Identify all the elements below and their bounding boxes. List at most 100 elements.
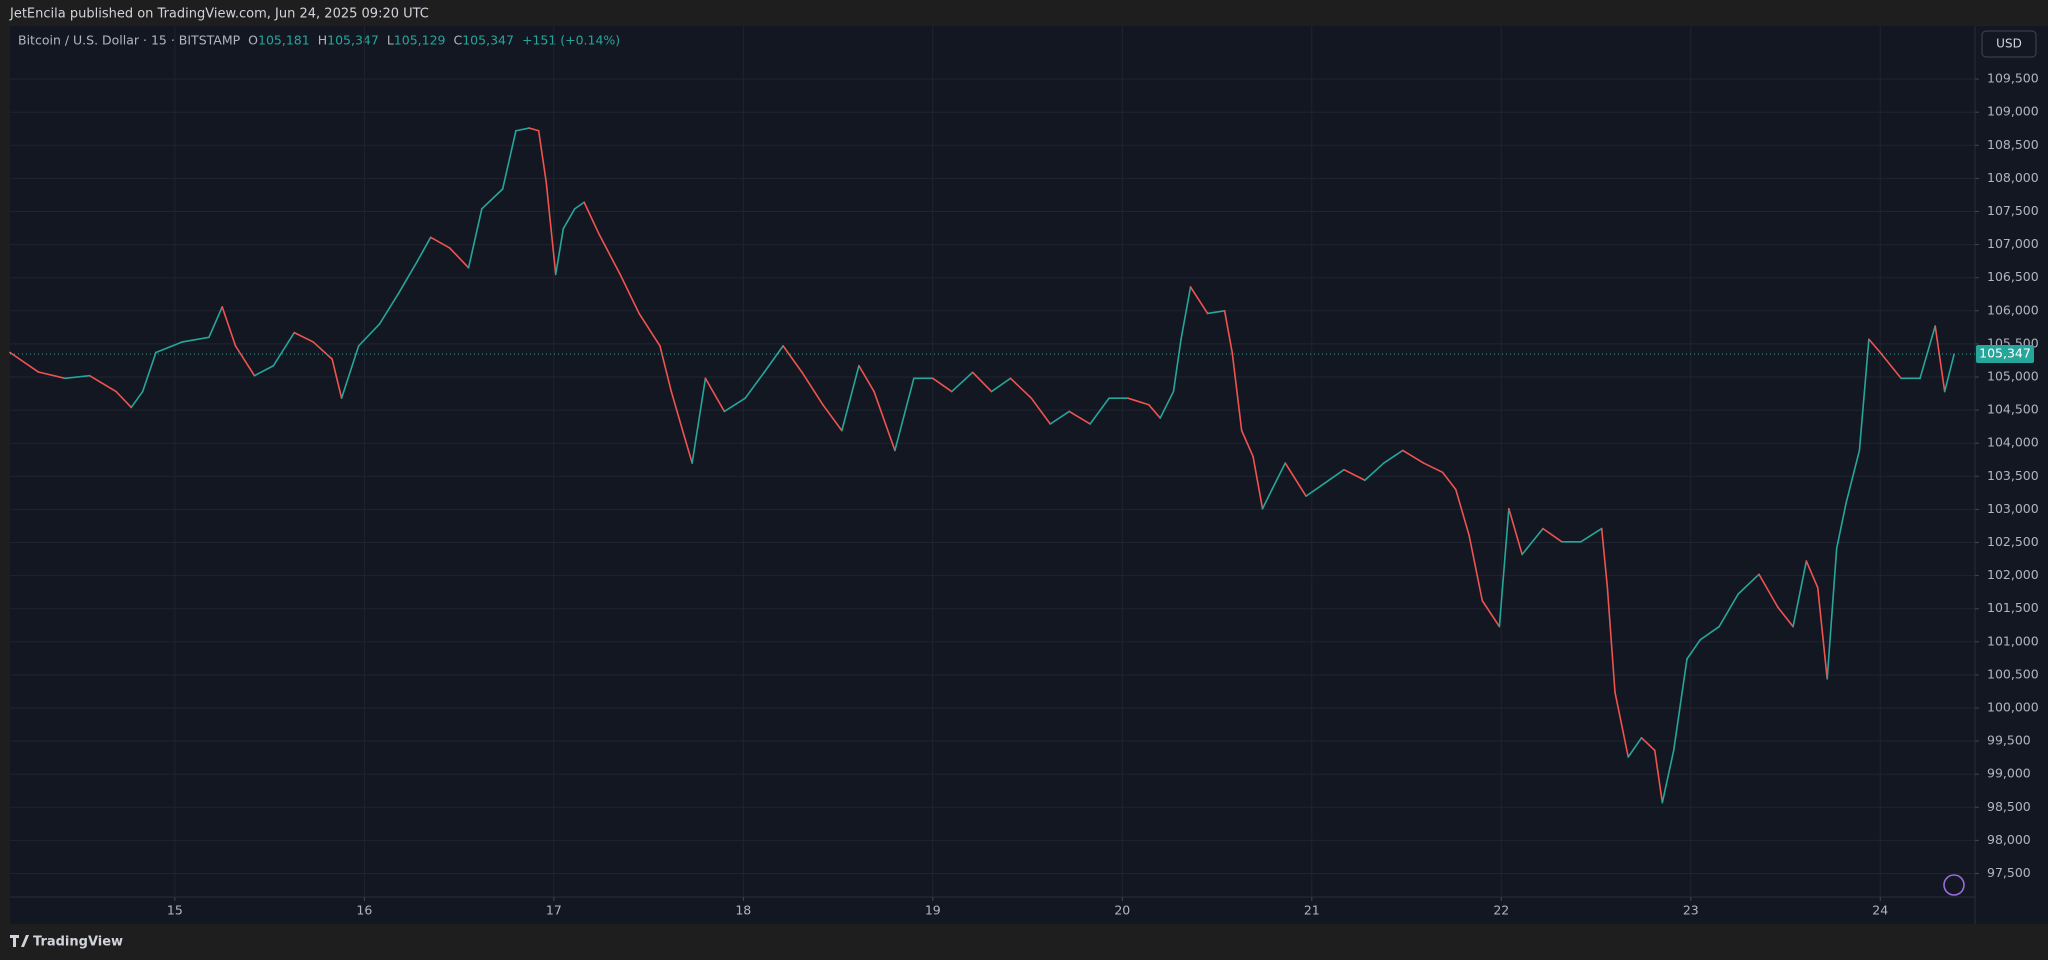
price-segment — [1718, 593, 1739, 628]
brand-icon — [10, 935, 29, 947]
price-segment — [1661, 749, 1675, 804]
ohlc-legend: O 105,181 H 105,347 L 105,129 C 105,347 +151 (+0… — [248, 33, 620, 48]
currency-button[interactable] — [1981, 30, 2037, 58]
price-segment — [64, 374, 91, 380]
ohlc-value: 105,347 — [327, 33, 379, 48]
price-segment — [744, 371, 765, 399]
price-segment — [1835, 501, 1847, 550]
price-segment — [1068, 410, 1091, 425]
currency-label: USD — [1996, 37, 2022, 51]
price-segment — [1401, 449, 1425, 464]
price-segment — [1231, 351, 1243, 432]
x-tick-label: 18 — [735, 903, 751, 918]
price-segment — [1816, 586, 1828, 680]
ohlc-key: H — [318, 33, 327, 48]
brand-logo: TradingView — [10, 935, 123, 950]
price-segment — [562, 208, 576, 230]
price-segment — [1805, 560, 1819, 589]
price-segment — [1508, 507, 1523, 556]
price-segment — [1189, 286, 1209, 315]
price-segment — [1879, 351, 1902, 380]
symbol-title: Bitcoin / U.S. Dollar · 15 · BITSTAMP — [18, 33, 241, 48]
x-tick-label: 16 — [356, 903, 372, 918]
y-tick-label: 102,000 — [1987, 567, 2039, 582]
price-segment — [1305, 482, 1326, 497]
price-segment — [1737, 573, 1760, 595]
x-tick-label: 21 — [1304, 903, 1320, 918]
ohlc-key: O — [248, 33, 258, 48]
price-segment — [873, 390, 896, 452]
price-segment — [1600, 527, 1609, 589]
y-tick-label: 105,000 — [1987, 368, 2039, 383]
price-segment — [1127, 397, 1150, 406]
price-segment — [1324, 468, 1345, 484]
price-segment — [723, 397, 747, 413]
price-segment — [1030, 397, 1052, 425]
y-tick-label: 102,500 — [1987, 534, 2039, 549]
price-segment — [1606, 586, 1616, 693]
price-segment — [537, 129, 548, 184]
ohlc-key: C — [454, 33, 463, 48]
y-tick-label: 109,000 — [1987, 104, 2039, 119]
price-segment — [1858, 338, 1870, 452]
price-segment — [1271, 462, 1287, 491]
price-segment — [1252, 455, 1264, 510]
last-price-box — [1976, 345, 2034, 364]
y-tick-label: 97,500 — [1987, 865, 2031, 880]
price-segment — [1481, 599, 1501, 628]
price-segment — [1284, 462, 1307, 497]
change-value: +151 (+0.14%) — [522, 33, 620, 48]
price-segment — [331, 358, 343, 399]
price-segment — [378, 292, 400, 325]
price-segment — [416, 236, 432, 262]
y-tick-label: 104,500 — [1987, 402, 2039, 417]
price-segment — [670, 390, 686, 439]
price-segment — [894, 377, 915, 452]
price-segment — [1672, 658, 1688, 752]
price-segment — [763, 345, 784, 374]
price-segment — [659, 345, 673, 393]
price-segment — [340, 345, 360, 399]
price-segment — [88, 374, 117, 393]
price-segment — [841, 364, 860, 432]
price-segment — [1206, 309, 1226, 315]
price-segment — [515, 127, 530, 132]
price-segment — [1049, 410, 1071, 425]
price-segment — [822, 403, 843, 432]
price-segment — [545, 181, 557, 276]
price-segment — [573, 201, 585, 210]
assistant-icon[interactable] — [1943, 874, 1965, 896]
x-tick-label: 24 — [1872, 903, 1888, 918]
x-tick-label: 15 — [167, 903, 183, 918]
price-segment — [858, 364, 875, 393]
x-tick-label: 22 — [1493, 903, 1509, 918]
published-note: JetEncila published on TradingView.com, … — [9, 7, 429, 22]
price-segment — [293, 331, 314, 343]
price-segment — [155, 341, 184, 354]
price-segment — [481, 188, 504, 210]
y-tick-label: 103,500 — [1987, 468, 2039, 483]
ohlc-key: L — [387, 33, 394, 48]
price-segment — [272, 331, 296, 367]
y-tick-label: 109,500 — [1987, 71, 2039, 86]
y-tick-label: 104,000 — [1987, 435, 2039, 450]
price-segment — [1934, 325, 1946, 393]
price-segment — [782, 345, 803, 374]
price-segment — [638, 312, 661, 347]
y-tick-label: 103,000 — [1987, 501, 2039, 516]
x-tick-label: 17 — [546, 903, 562, 918]
price-segment — [1777, 606, 1794, 628]
price-segment — [1382, 449, 1404, 464]
price-segment — [1826, 547, 1838, 680]
price-segment — [554, 227, 565, 276]
last-price-label: 105,347 — [1979, 346, 2031, 361]
price-segment — [448, 247, 470, 269]
y-tick-label: 100,000 — [1987, 699, 2039, 714]
ohlc-value: 105,181 — [258, 33, 310, 48]
x-tick-label: 20 — [1114, 903, 1130, 918]
price-segment — [1699, 625, 1720, 641]
price-segment — [1758, 573, 1779, 609]
price-segment — [1943, 353, 1955, 393]
price-segment — [1180, 286, 1192, 341]
